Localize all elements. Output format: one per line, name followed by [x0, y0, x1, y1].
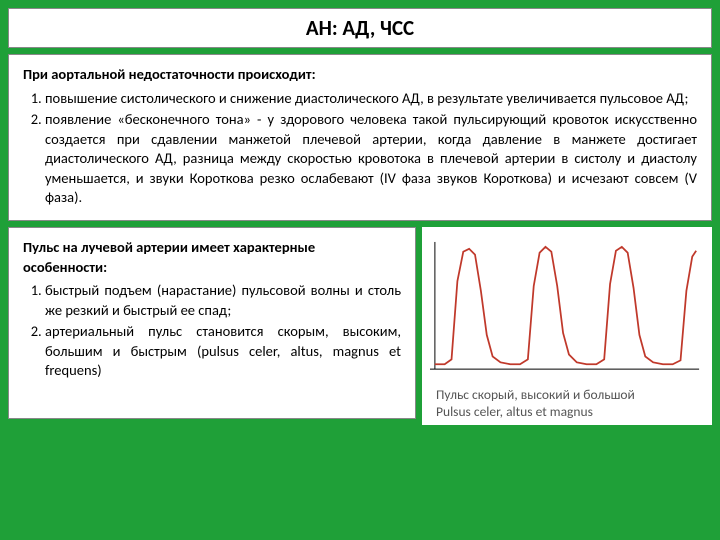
section1-lead: При аортальной недостаточности происходи…	[23, 65, 697, 85]
title-box: АН: АД, ЧСС	[8, 8, 712, 48]
page-title: АН: АД, ЧСС	[15, 15, 705, 41]
list-item: быстрый подъем (нарастание) пульсовой во…	[45, 281, 401, 320]
section-1: При аортальной недостаточности происходи…	[8, 54, 712, 221]
list-item: артериальный пульс становится скорым, вы…	[45, 322, 401, 381]
list-item: появление «бесконечного тона» - у здоров…	[45, 110, 697, 208]
caption-line: Пульс скорый, высокий и большой	[436, 387, 702, 404]
list-item: повышение систолического и снижение диас…	[45, 89, 697, 109]
section-2: Пульс на лучевой артерии имеет характерн…	[8, 227, 416, 419]
pulse-chart	[430, 233, 704, 383]
chart-caption: Пульс скорый, высокий и большой Pulsus c…	[430, 383, 704, 421]
bottom-row: Пульс на лучевой артерии имеет характерн…	[8, 227, 712, 425]
section2-list: быстрый подъем (нарастание) пульсовой во…	[23, 281, 401, 381]
section2-lead: Пульс на лучевой артерии имеет характерн…	[23, 238, 401, 277]
section1-list: повышение систолического и снижение диас…	[23, 89, 697, 208]
pulse-wave	[435, 247, 696, 364]
caption-line: Pulsus celer, altus et magnus	[436, 404, 702, 421]
chart-panel: Пульс скорый, высокий и большой Pulsus c…	[422, 227, 712, 425]
